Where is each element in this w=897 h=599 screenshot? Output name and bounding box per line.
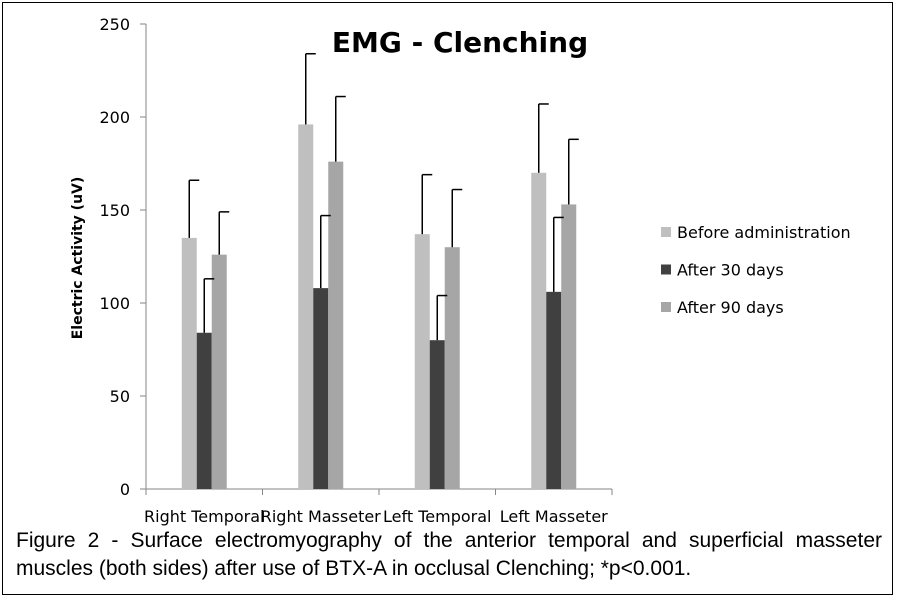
- x-tick-label: Right Masseter: [261, 507, 381, 526]
- bar: [298, 124, 314, 489]
- bar: [444, 247, 460, 489]
- legend-label: After 30 days: [677, 261, 784, 280]
- bar: [546, 291, 562, 489]
- y-tick-label: 150: [99, 201, 130, 220]
- chart-title: EMG - Clenching: [332, 26, 588, 59]
- bar: [313, 288, 329, 489]
- legend: Before administration After 30 days After …: [661, 223, 851, 317]
- x-tick-label: Left Temporal: [383, 507, 491, 526]
- bar: [196, 332, 212, 489]
- legend-swatch: [661, 227, 671, 237]
- bar: [181, 237, 197, 489]
- legend-swatch: [661, 302, 671, 312]
- x-tick-label: Right Temporal: [144, 507, 264, 526]
- bars: [181, 124, 577, 490]
- x-tick-label: Left Masseter: [500, 507, 608, 526]
- bar: [531, 172, 547, 490]
- legend-label: After 90 days: [677, 298, 784, 317]
- bar: [211, 254, 227, 489]
- bar: [328, 161, 344, 489]
- y-tick-label: 100: [99, 294, 130, 313]
- error-bars: [188, 53, 579, 341]
- y-tick-label: 0: [120, 480, 130, 499]
- figure-caption: Figure 2 - Surface electromyography of t…: [16, 529, 882, 580]
- y-tick-label: 50: [110, 387, 130, 406]
- legend-label: Before administration: [677, 223, 851, 242]
- bar: [429, 340, 445, 489]
- y-tick-label: 250: [99, 15, 130, 34]
- bar: [414, 234, 430, 489]
- legend-swatch: [661, 264, 671, 275]
- y-axis-label: Electric Activity (uV): [70, 177, 86, 340]
- bar: [561, 204, 577, 490]
- y-tick-label: 200: [99, 108, 130, 127]
- emg-chart: EMG - Clenching Electric Activity (uV) 0…: [70, 15, 851, 526]
